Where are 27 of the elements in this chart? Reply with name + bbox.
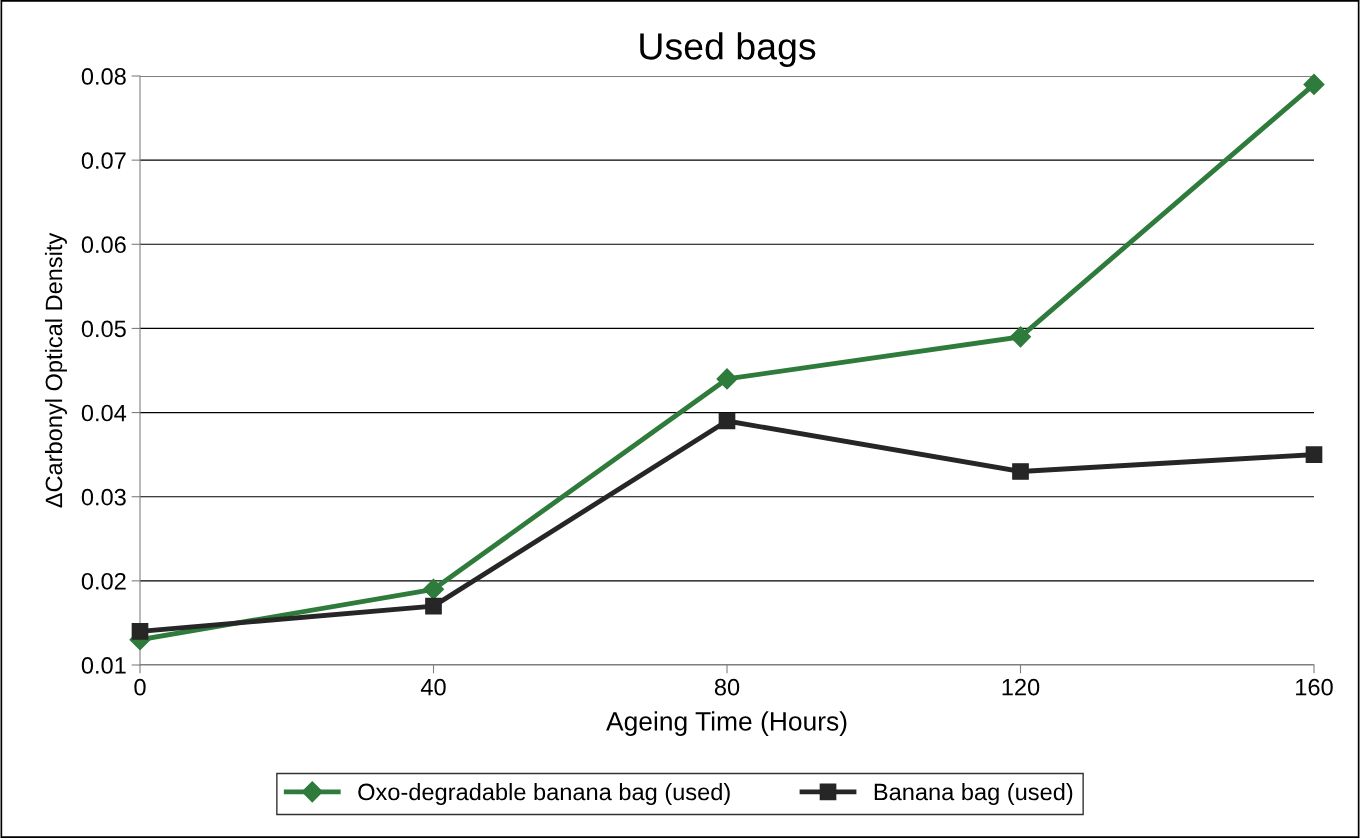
- point: [131, 623, 149, 640]
- y-axis-title: ΔCarbonyl Optical Density: [44, 232, 67, 508]
- y-tick-label: 0.01: [81, 657, 126, 674]
- x-tick-label: 120: [1002, 678, 1040, 696]
- y-tick-label: 0.07: [81, 152, 126, 169]
- point: [718, 412, 736, 430]
- y-tick-label: 0.06: [81, 236, 126, 254]
- point: [716, 368, 738, 390]
- chart-title: Used bags: [640, 32, 816, 68]
- x-tick-label: 0: [134, 678, 146, 696]
- point: [1305, 446, 1323, 463]
- x-axis-title: Ageing Time (Hours): [606, 711, 847, 736]
- legend-label: Oxo-degradable banana bag (used): [358, 782, 730, 806]
- point: [1012, 463, 1029, 480]
- y-tick-label: 0.02: [81, 572, 126, 590]
- y-tick-label: 0.03: [81, 488, 126, 506]
- point: [422, 578, 445, 600]
- x-tick-label: 80: [714, 678, 740, 696]
- x-tick-label: 160: [1296, 678, 1333, 696]
- legend-label: Banana bag (used): [874, 782, 1073, 806]
- point: [425, 597, 442, 615]
- point: [1009, 326, 1032, 348]
- y-tick-label: 0.04: [81, 404, 127, 422]
- x-tick-label: 40: [420, 678, 446, 696]
- y-tick-label: 0.08: [81, 68, 126, 85]
- point: [1303, 73, 1325, 95]
- y-tick-label: 0.05: [81, 320, 126, 338]
